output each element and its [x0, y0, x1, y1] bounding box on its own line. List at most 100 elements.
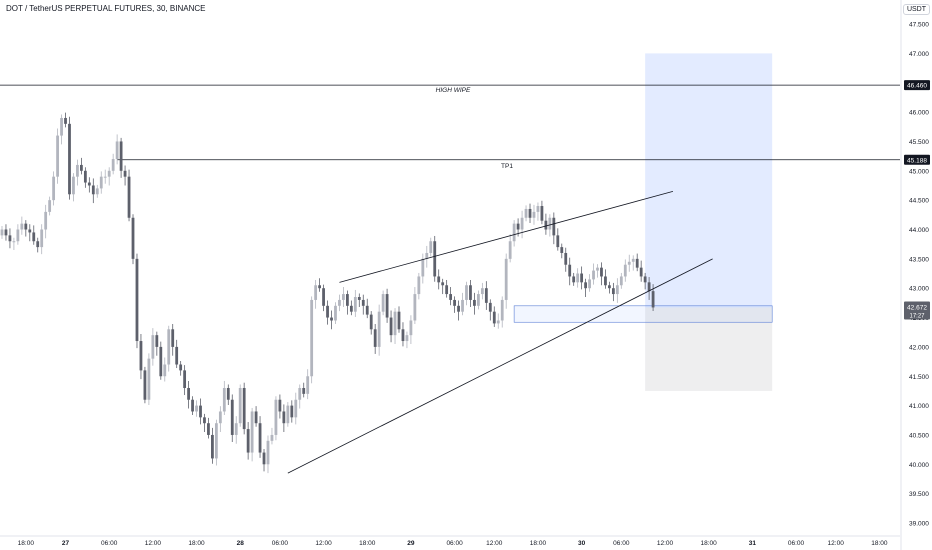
candle-body — [600, 267, 603, 277]
time-tick-label: 06:00 — [446, 540, 463, 547]
trend-line[interactable] — [287, 258, 713, 474]
candle-body — [68, 123, 71, 195]
candle-body — [500, 299, 504, 321]
candle-body — [80, 164, 83, 171]
candle-body — [139, 341, 143, 371]
candle-body — [314, 285, 318, 300]
candle-body — [8, 235, 12, 242]
candle-body — [60, 117, 63, 136]
candle-body — [401, 329, 405, 342]
candle-body — [254, 411, 258, 424]
candle-body — [592, 270, 595, 280]
candle-body — [242, 387, 246, 430]
trend-line[interactable] — [339, 190, 674, 283]
candle-body — [639, 267, 643, 277]
time-tick-label: 12:00 — [486, 540, 503, 547]
candle-body — [453, 299, 456, 306]
candle-body — [389, 317, 393, 336]
candle-body — [306, 376, 310, 394]
trend-lines[interactable] — [287, 190, 713, 474]
time-tick-label: 06:00 — [101, 540, 118, 547]
candle-body — [496, 320, 500, 324]
candle-body — [409, 320, 413, 336]
line-label: HIGH WIPE — [436, 87, 471, 94]
current-price-badge — [904, 301, 930, 320]
candle-body — [484, 288, 488, 303]
time-tick-label: 28 — [237, 540, 245, 547]
candle-body — [115, 141, 119, 160]
candle-body — [345, 294, 349, 306]
candle-body — [230, 399, 234, 435]
candle-body — [548, 217, 552, 230]
candle-body — [425, 252, 429, 259]
candle-body — [24, 223, 28, 230]
candle-body — [262, 452, 266, 465]
candle-body — [95, 188, 99, 195]
candle-body — [151, 335, 155, 359]
price-axis[interactable]: 39.000 39.500 40.000 40.500 41.000 41.500 42.0… — [900, 0, 930, 550]
candle-body — [20, 223, 24, 230]
time-tick-label: 18:00 — [701, 540, 718, 547]
time-tick-label: 30 — [578, 540, 586, 547]
candle-body — [163, 364, 167, 377]
candle-body — [369, 314, 373, 330]
candle-body — [179, 364, 183, 371]
candle-body — [99, 176, 103, 189]
candle-body — [72, 176, 75, 195]
candle-body — [651, 291, 655, 308]
candle-body — [647, 282, 651, 292]
candle-body — [290, 405, 294, 418]
candle-body — [76, 164, 79, 177]
profit-zone — [645, 53, 773, 308]
candle-body — [373, 329, 377, 347]
time-tick-label: 12:00 — [657, 540, 674, 547]
horizontal-lines[interactable]: HIGH WIPE TP1 — [0, 84, 900, 170]
time-axis[interactable]: 18:00 27 06:00 12:00 18:00 28 06:00 12:00 18:00 2… — [0, 535, 900, 547]
candle-body — [393, 311, 397, 336]
candle-body — [508, 241, 512, 259]
line-price-label: 45.188 — [907, 157, 927, 164]
price-tick-label: 44.000 — [909, 227, 929, 234]
candle-body — [4, 229, 8, 236]
candle-body — [504, 258, 508, 300]
candle-body — [111, 159, 115, 171]
currency-label[interactable]: USDT — [902, 4, 930, 15]
candle-body — [127, 176, 131, 218]
line-price-badge — [904, 154, 930, 165]
candle-body — [572, 276, 576, 283]
candle-body — [357, 297, 361, 300]
candle-body — [441, 282, 445, 286]
time-tick-label: 12:00 — [828, 540, 845, 547]
candle-body — [469, 285, 472, 300]
candle-body — [326, 305, 329, 318]
time-tick-label: 06:00 — [272, 540, 289, 547]
price-tick-label: 41.000 — [909, 403, 929, 410]
price-tick-label: 43.500 — [909, 256, 929, 263]
candle-body — [342, 294, 345, 300]
candle-body — [234, 423, 238, 435]
candle-body — [596, 267, 599, 271]
candle-body — [349, 305, 353, 312]
candle-body — [278, 399, 282, 412]
candle-body — [294, 399, 298, 418]
candle-body — [334, 305, 337, 321]
time-tick-label: 29 — [407, 540, 415, 547]
time-tick-label: 18:00 — [359, 540, 376, 547]
candle-body — [175, 346, 179, 365]
candle-body — [155, 335, 159, 347]
candle-body — [64, 117, 67, 124]
candle-body — [318, 285, 321, 289]
candle-body — [477, 294, 480, 306]
candle-body — [421, 258, 425, 277]
candle-body — [365, 305, 369, 315]
time-tick-label: 18:00 — [871, 540, 888, 547]
candle-body — [226, 387, 230, 400]
candle-body — [528, 208, 532, 218]
candle-body — [377, 311, 381, 347]
candle-body — [32, 232, 36, 242]
price-tick-label: 43.000 — [909, 286, 929, 293]
candle-body — [330, 317, 333, 321]
candle-body — [123, 170, 127, 177]
candle-body — [588, 279, 591, 289]
